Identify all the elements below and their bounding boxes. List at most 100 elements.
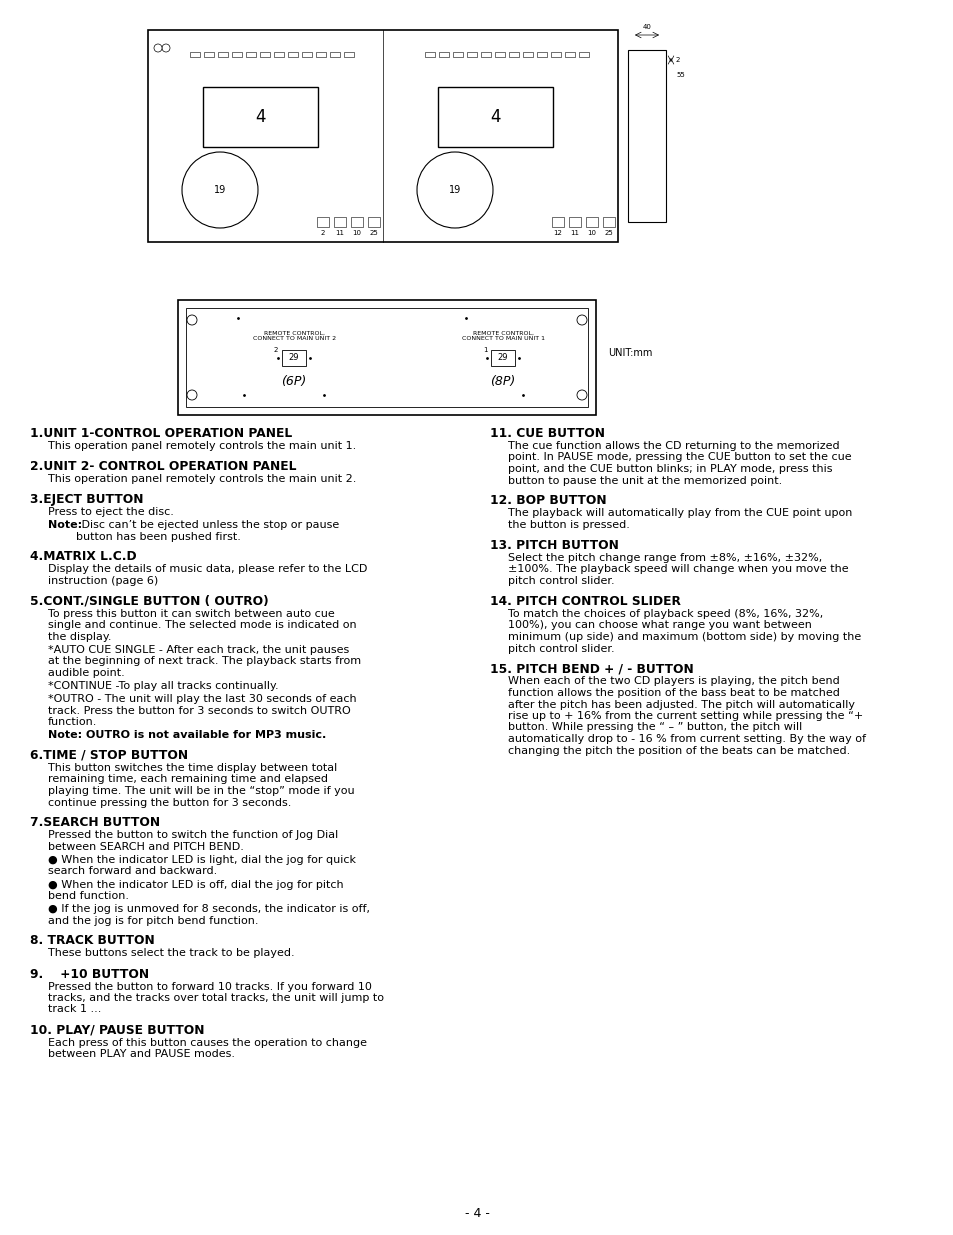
Text: This operation panel remotely controls the main unit 2.: This operation panel remotely controls t… — [48, 474, 356, 484]
Text: 1: 1 — [482, 347, 487, 352]
Text: 19: 19 — [213, 185, 226, 195]
Bar — [190, 52, 200, 57]
Text: point. In PAUSE mode, pressing the CUE button to set the cue: point. In PAUSE mode, pressing the CUE b… — [507, 452, 851, 462]
Text: 14. PITCH CONTROL SLIDER: 14. PITCH CONTROL SLIDER — [490, 595, 680, 608]
Bar — [148, 30, 618, 242]
Text: *OUTRO - The unit will play the last 30 seconds of each: *OUTRO - The unit will play the last 30 … — [48, 694, 356, 704]
Text: 5.CONT./SINGLE BUTTON ( OUTRO): 5.CONT./SINGLE BUTTON ( OUTRO) — [30, 595, 269, 608]
Text: track. Press the button for 3 seconds to switch OUTRO: track. Press the button for 3 seconds to… — [48, 705, 351, 715]
Text: and the jog is for pitch bend function.: and the jog is for pitch bend function. — [48, 915, 258, 925]
Circle shape — [577, 390, 586, 400]
Text: 29: 29 — [497, 353, 508, 362]
Text: function allows the position of the bass beat to be matched: function allows the position of the bass… — [507, 688, 839, 698]
Text: at the beginning of next track. The playback starts from: at the beginning of next track. The play… — [48, 657, 361, 667]
Bar — [522, 52, 533, 57]
Text: 6.TIME / STOP BUTTON: 6.TIME / STOP BUTTON — [30, 748, 188, 762]
Text: instruction (page 6): instruction (page 6) — [48, 576, 158, 585]
Bar — [467, 52, 476, 57]
Text: 10. PLAY/ PAUSE BUTTON: 10. PLAY/ PAUSE BUTTON — [30, 1024, 204, 1036]
Text: Select the pitch change range from ±8%, ±16%, ±32%,: Select the pitch change range from ±8%, … — [507, 553, 821, 563]
Bar — [246, 52, 255, 57]
Text: tracks, and the tracks over total tracks, the unit will jump to: tracks, and the tracks over total tracks… — [48, 993, 384, 1003]
Bar — [204, 52, 213, 57]
Bar — [551, 52, 560, 57]
Text: changing the pitch the position of the beats can be matched.: changing the pitch the position of the b… — [507, 746, 849, 756]
Circle shape — [182, 152, 257, 228]
Text: 8. TRACK BUTTON: 8. TRACK BUTTON — [30, 935, 154, 947]
Bar — [315, 52, 326, 57]
Text: 29: 29 — [289, 353, 299, 362]
Text: ● When the indicator LED is off, dial the jog for pitch: ● When the indicator LED is off, dial th… — [48, 879, 343, 889]
Bar — [424, 52, 435, 57]
Circle shape — [153, 44, 162, 52]
Text: This operation panel remotely controls the main unit 1.: This operation panel remotely controls t… — [48, 441, 355, 451]
Bar — [178, 300, 596, 415]
Bar — [495, 52, 504, 57]
Text: 1.UNIT 1-CONTROL OPERATION PANEL: 1.UNIT 1-CONTROL OPERATION PANEL — [30, 427, 292, 440]
Text: single and continue. The selected mode is indicated on: single and continue. The selected mode i… — [48, 620, 356, 631]
Text: Display the details of music data, please refer to the LCD: Display the details of music data, pleas… — [48, 564, 367, 574]
Text: 19: 19 — [449, 185, 460, 195]
Text: When each of the two CD players is playing, the pitch bend: When each of the two CD players is playi… — [507, 677, 839, 687]
Text: CONNECT TO MAIN UNIT 1: CONNECT TO MAIN UNIT 1 — [461, 336, 544, 341]
Text: 55: 55 — [676, 72, 684, 78]
Bar — [274, 52, 284, 57]
Text: (8P): (8P) — [490, 375, 516, 389]
Text: after the pitch has been adjusted. The pitch will automatically: after the pitch has been adjusted. The p… — [507, 699, 854, 709]
Bar — [368, 217, 379, 227]
Bar — [438, 52, 449, 57]
Text: 4: 4 — [255, 107, 266, 126]
Text: rise up to + 16% from the current setting while pressing the “+: rise up to + 16% from the current settin… — [507, 711, 862, 721]
Bar — [568, 217, 580, 227]
Bar — [316, 217, 329, 227]
Bar — [480, 52, 491, 57]
Circle shape — [577, 315, 586, 325]
Text: 2.UNIT 2- CONTROL OPERATION PANEL: 2.UNIT 2- CONTROL OPERATION PANEL — [30, 459, 296, 473]
Bar — [203, 86, 317, 147]
Text: pitch control slider.: pitch control slider. — [507, 576, 614, 585]
Text: REMOTE CONTROL,: REMOTE CONTROL, — [263, 331, 324, 336]
Text: CONNECT TO MAIN UNIT 2: CONNECT TO MAIN UNIT 2 — [253, 336, 335, 341]
Bar — [509, 52, 518, 57]
Bar — [334, 217, 346, 227]
Text: the display.: the display. — [48, 632, 112, 642]
Text: audible point.: audible point. — [48, 668, 125, 678]
Text: Note:: Note: — [48, 520, 82, 530]
Text: 11: 11 — [335, 230, 344, 236]
Text: The playback will automatically play from the CUE point upon: The playback will automatically play fro… — [507, 509, 851, 519]
Text: 40: 40 — [642, 23, 651, 30]
Bar — [344, 52, 354, 57]
Text: 3.EJECT BUTTON: 3.EJECT BUTTON — [30, 493, 143, 506]
Text: This button switches the time display between total: This button switches the time display be… — [48, 763, 337, 773]
Bar — [552, 217, 563, 227]
Text: continue pressing the button for 3 seconds.: continue pressing the button for 3 secon… — [48, 798, 291, 808]
Text: pitch control slider.: pitch control slider. — [507, 643, 614, 653]
Bar — [491, 350, 515, 366]
Text: remaining time, each remaining time and elapsed: remaining time, each remaining time and … — [48, 774, 328, 784]
Text: between SEARCH and PITCH BEND.: between SEARCH and PITCH BEND. — [48, 842, 244, 852]
Text: search forward and backward.: search forward and backward. — [48, 867, 217, 877]
Text: 9.    +10 BUTTON: 9. +10 BUTTON — [30, 967, 149, 981]
Bar — [351, 217, 363, 227]
Text: ● If the jog is unmoved for 8 seconds, the indicator is off,: ● If the jog is unmoved for 8 seconds, t… — [48, 904, 370, 914]
Text: Pressed the button to forward 10 tracks. If you forward 10: Pressed the button to forward 10 tracks.… — [48, 982, 372, 992]
Text: To match the choices of playback speed (8%, 16%, 32%,: To match the choices of playback speed (… — [507, 609, 822, 619]
Bar — [330, 52, 339, 57]
Text: point, and the CUE button blinks; in PLAY mode, press this: point, and the CUE button blinks; in PLA… — [507, 464, 832, 474]
Bar — [282, 350, 306, 366]
Text: Pressed the button to switch the function of Jog Dial: Pressed the button to switch the functio… — [48, 830, 338, 841]
Text: Each press of this button causes the operation to change: Each press of this button causes the ope… — [48, 1037, 367, 1047]
Bar — [537, 52, 546, 57]
Text: ±100%. The playback speed will change when you move the: ±100%. The playback speed will change wh… — [507, 564, 848, 574]
Text: - 4 -: - 4 - — [464, 1207, 489, 1220]
Text: REMOTE CONTROL,: REMOTE CONTROL, — [472, 331, 533, 336]
Text: playing time. The unit will be in the “stop” mode if you: playing time. The unit will be in the “s… — [48, 785, 355, 797]
Text: automatically drop to - 16 % from current setting. By the way of: automatically drop to - 16 % from curren… — [507, 734, 865, 743]
Text: 10: 10 — [352, 230, 361, 236]
Text: between PLAY and PAUSE modes.: between PLAY and PAUSE modes. — [48, 1049, 234, 1058]
Bar — [627, 49, 665, 222]
Text: 25: 25 — [604, 230, 613, 236]
Text: 4: 4 — [490, 107, 500, 126]
Text: 100%), you can choose what range you want between: 100%), you can choose what range you wan… — [507, 620, 811, 631]
Circle shape — [187, 390, 196, 400]
